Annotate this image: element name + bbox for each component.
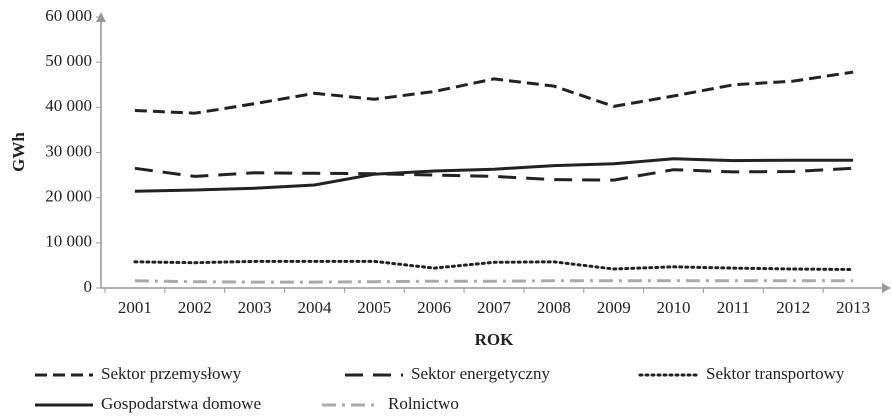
y-tick-label: 50 000 bbox=[45, 51, 92, 70]
x-tick-label: 2005 bbox=[357, 298, 391, 317]
y-tick-label: 0 bbox=[84, 277, 93, 296]
series-line bbox=[134, 157, 854, 193]
series-line bbox=[134, 70, 854, 115]
x-tick-label: 2013 bbox=[836, 298, 870, 317]
x-axis-label: ROK bbox=[475, 330, 515, 349]
legend-label: Gospodarstwa domowe bbox=[101, 394, 261, 413]
y-tick-label: 10 000 bbox=[45, 232, 92, 251]
x-tick-label: 2002 bbox=[178, 298, 212, 317]
legend-label: Rolnictwo bbox=[388, 394, 459, 413]
x-tick-label: 2010 bbox=[657, 298, 691, 317]
x-tick-label: 2003 bbox=[238, 298, 272, 317]
x-tick-label: 2008 bbox=[537, 298, 571, 317]
x-tick-label: 2006 bbox=[417, 298, 451, 317]
legend-label: Sektor energetyczny bbox=[411, 364, 550, 383]
y-tick-label: 40 000 bbox=[45, 96, 92, 115]
legend-label: Sektor transportowy bbox=[706, 364, 845, 383]
x-tick-label: 2011 bbox=[717, 298, 750, 317]
series-line bbox=[134, 279, 854, 284]
x-axis-arrow bbox=[882, 283, 891, 293]
series-line bbox=[133, 259, 855, 271]
x-tick-label: 2009 bbox=[597, 298, 631, 317]
x-tick-label: 2001 bbox=[118, 298, 152, 317]
x-tick-label: 2004 bbox=[297, 298, 332, 317]
y-tick-label: 20 000 bbox=[45, 187, 92, 206]
y-tick-label: 30 000 bbox=[45, 141, 92, 160]
y-tick-label: 60 000 bbox=[45, 6, 92, 25]
legend-label: Sektor przemysłowy bbox=[101, 364, 242, 383]
y-axis-label: GWh bbox=[9, 132, 28, 172]
series-line bbox=[134, 166, 854, 182]
x-tick-label: 2007 bbox=[477, 298, 512, 317]
x-tick-label: 2012 bbox=[776, 298, 810, 317]
